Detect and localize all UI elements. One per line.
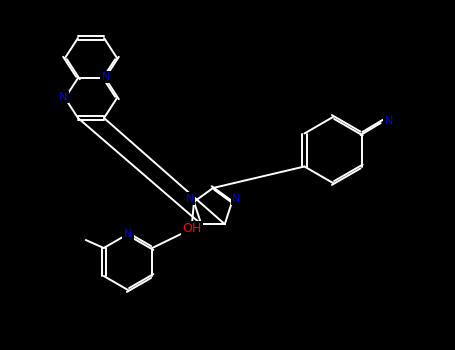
Text: N: N (186, 194, 194, 204)
Text: N: N (102, 72, 110, 82)
Text: OH: OH (182, 222, 202, 235)
Text: N: N (59, 92, 67, 102)
Text: N: N (124, 229, 132, 239)
Text: N: N (384, 117, 393, 126)
Text: N: N (232, 194, 240, 204)
